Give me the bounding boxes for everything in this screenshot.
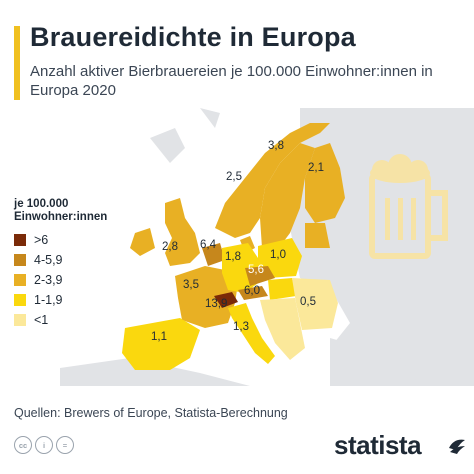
legend-item: <1 [14,310,164,330]
chart-subtitle: Anzahl aktiver Bierbrauereien je 100.000… [30,63,433,99]
country-spain [122,318,200,370]
statista-logo-icon [449,439,465,454]
label-france: 3,5 [183,279,199,291]
legend-label: >6 [34,233,49,247]
label-sweden: 3,8 [268,140,284,152]
legend-item: >6 [14,230,164,250]
footer-bar: cc i = statista [0,428,474,474]
title-accent-bar [14,26,20,100]
country-romania [292,278,338,330]
legend-swatch [14,234,26,246]
map-value-labels: 2,5 3,8 2,1 2,8 6,4 1,8 1,0 5,6 3,5 13,9… [151,140,324,343]
legend-swatch [14,254,26,266]
legend-swatch [14,274,26,286]
country-ireland [130,228,155,256]
label-switzerland: 13,9 [205,298,227,310]
country-austria [238,286,268,300]
legend-label: <1 [34,313,49,327]
label-uk: 2,8 [162,241,178,253]
country-sweden [260,143,315,253]
country-finland [305,143,345,223]
label-spain: 1,1 [151,331,167,343]
country-italy [228,303,275,364]
country-benelux [202,243,225,266]
label-czechia: 5,6 [248,264,264,276]
label-romania: 0,5 [300,296,316,308]
legend-swatch [14,314,26,326]
legend-label: 4-5,9 [34,253,63,267]
countries [122,123,345,370]
source-note: Quellen: Brewers of Europe, Statista-Ber… [14,406,288,420]
label-norway: 2,5 [226,171,242,183]
country-switzerland [214,292,238,308]
legend-title: je 100.000 Einwohner:innen [14,198,108,223]
europe-map: 2,5 3,8 2,1 2,8 6,4 1,8 1,0 5,6 3,5 13,9… [60,108,474,386]
attribution-icon: i [35,436,53,454]
no-derivatives-icon: = [56,436,74,454]
country-france [175,266,238,328]
legend-item: 2-3,9 [14,270,164,290]
map-legend: je 100.000 Einwohner:innen >6 4-5,9 2-3,… [14,198,164,330]
label-finland: 2,1 [308,162,324,174]
country-hungary [268,278,296,300]
legend-label: 1-1,9 [34,293,63,307]
country-baltics [305,223,330,248]
label-benelux: 6,4 [200,239,217,251]
legend-item: 1-1,9 [14,290,164,310]
beer-mug-icon [369,154,448,259]
label-italy: 1,3 [233,321,249,333]
label-germany: 1,8 [225,251,241,263]
creative-commons-icon[interactable]: cc i = [14,436,74,454]
legend-item: 4-5,9 [14,250,164,270]
cc-icon: cc [14,436,32,454]
legend-label: 2-3,9 [34,273,63,287]
country-czechia [245,266,275,286]
chart-title: Brauereidichte in Europa [30,22,356,52]
country-uk [165,198,200,266]
country-norway [215,123,330,238]
legend-swatch [14,294,26,306]
label-poland: 1,0 [270,249,286,261]
label-austria: 6,0 [244,285,260,297]
country-balkans [260,298,305,360]
statista-logo[interactable]: statista [334,430,422,460]
